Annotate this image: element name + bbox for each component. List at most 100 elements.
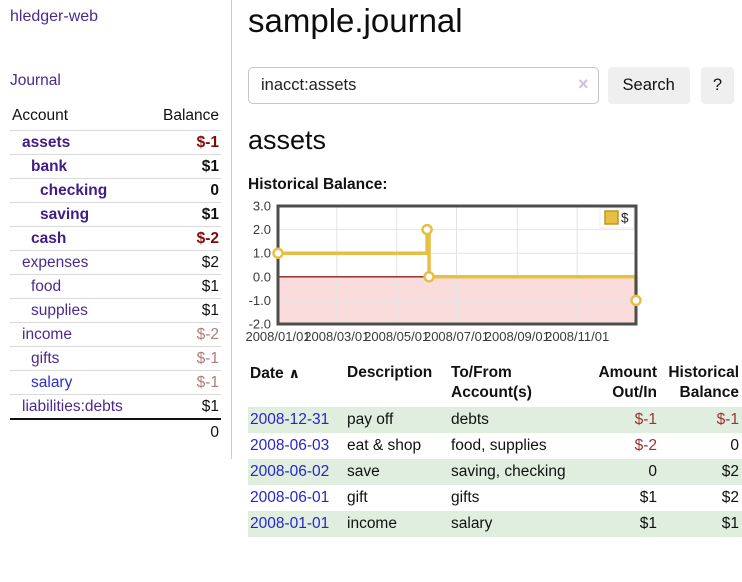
transaction-accounts: salary bbox=[451, 515, 493, 532]
account-row: expenses $2 bbox=[10, 250, 221, 275]
legend-label: $ bbox=[621, 211, 629, 226]
account-link[interactable]: expenses bbox=[22, 254, 89, 271]
clear-search-icon[interactable]: × bbox=[578, 74, 589, 94]
account-balance: $-1 bbox=[148, 346, 221, 371]
transaction-description: gift bbox=[347, 489, 368, 506]
sidebar-item-journal[interactable]: Journal bbox=[10, 72, 61, 89]
sidebar: hledger-web Journal Account Balance asse… bbox=[0, 0, 232, 459]
account-balance: $1 bbox=[148, 298, 221, 323]
transaction-description: eat & shop bbox=[347, 437, 422, 454]
data-point-marker bbox=[421, 223, 433, 236]
account-link[interactable]: gifts bbox=[31, 350, 60, 367]
x-tick-label: 2008/03/01 bbox=[304, 329, 369, 344]
accounts-header-account: Account bbox=[12, 107, 69, 124]
transaction-row: 2008-06-01 gift gifts $1 $2 bbox=[248, 485, 742, 511]
transaction-accounts: gifts bbox=[451, 489, 480, 506]
sort-ascending-icon: ∧ bbox=[288, 365, 300, 381]
transaction-amount: $-1 bbox=[634, 411, 657, 428]
x-tick-label: 2008/11/01 bbox=[545, 329, 609, 344]
account-balance: $1 bbox=[148, 202, 221, 227]
app-layout: hledger-web Journal Account Balance asse… bbox=[0, 0, 742, 537]
data-point-marker bbox=[272, 247, 284, 259]
account-balance: $1 bbox=[148, 274, 221, 299]
data-point-marker bbox=[630, 294, 642, 307]
transaction-description: income bbox=[347, 515, 397, 532]
transaction-amount: 0 bbox=[648, 463, 657, 480]
x-tick-label: 2008/09/01 bbox=[485, 329, 550, 344]
register-header-description: Description bbox=[347, 364, 433, 381]
account-balance: $-2 bbox=[148, 226, 221, 251]
accounts-header-balance: Balance bbox=[162, 107, 219, 124]
account-row: saving $1 bbox=[10, 202, 221, 227]
register-table: Date ∧ Description To/From Account(s) Amo… bbox=[248, 362, 742, 537]
y-tick-label: 3.0 bbox=[253, 199, 271, 214]
account-balance: $1 bbox=[148, 154, 221, 179]
account-heading: assets bbox=[248, 125, 327, 155]
transaction-description: pay off bbox=[347, 411, 394, 428]
x-tick-label: 2008/05/01 bbox=[364, 329, 429, 344]
account-row: supplies $1 bbox=[10, 298, 221, 323]
transaction-row: 2008-01-01 income salary $1 $1 bbox=[248, 511, 742, 537]
brand-link[interactable]: hledger-web bbox=[10, 8, 99, 25]
date-link[interactable]: 2008-12-31 bbox=[250, 411, 330, 428]
x-tick-label: 2008/07/01 bbox=[424, 329, 489, 344]
account-link[interactable]: supplies bbox=[31, 302, 88, 319]
date-link[interactable]: 2008-06-03 bbox=[250, 437, 330, 454]
register-header-date: Date ∧ bbox=[250, 365, 300, 382]
account-balance: $-1 bbox=[148, 130, 221, 155]
accounts-total-value: 0 bbox=[10, 418, 221, 445]
account-link[interactable]: assets bbox=[22, 134, 71, 151]
transaction-description: save bbox=[347, 463, 380, 480]
account-row: cash $-2 bbox=[10, 226, 221, 251]
date-link[interactable]: 2008-06-02 bbox=[250, 463, 330, 480]
accounts-table: Account Balance assets $-1 bank $1 checking 0… bbox=[10, 105, 221, 445]
search-input[interactable] bbox=[248, 67, 599, 104]
accounts-total-row: 0 bbox=[10, 418, 221, 445]
main-content: sample.journal × Search ? assets Histori… bbox=[232, 0, 742, 537]
account-balance: $-1 bbox=[148, 370, 221, 395]
y-tick-label: 2.0 bbox=[253, 222, 271, 237]
transaction-row: 2008-06-02 save saving, checking 0 $2 bbox=[248, 459, 742, 485]
account-link[interactable]: salary bbox=[31, 374, 73, 391]
chart-title: Historical Balance: bbox=[248, 176, 388, 193]
transaction-balance: 0 bbox=[730, 437, 739, 454]
search-form: × Search ? bbox=[248, 67, 734, 104]
y-tick-label: -2.0 bbox=[249, 317, 271, 332]
x-tick-label: 2008/01/01 bbox=[245, 329, 310, 344]
date-link[interactable]: 2008-01-01 bbox=[250, 515, 330, 532]
historical-balance-chart: 3.0 2.0 1.0 0.0 -1.0 -2.0 2008/01/01 2008/03/01… bbox=[245, 199, 734, 346]
account-row: gifts $-1 bbox=[10, 346, 221, 371]
account-row: bank $1 bbox=[10, 154, 221, 179]
transaction-balance: $-1 bbox=[716, 411, 739, 428]
account-link[interactable]: liabilities:debts bbox=[22, 398, 123, 415]
transaction-row: 2008-06-03 eat & shop food, supplies $-2 0 bbox=[248, 433, 742, 459]
register-header-accounts: To/From Account(s) bbox=[451, 364, 532, 401]
search-button[interactable]: Search bbox=[607, 67, 690, 104]
account-link[interactable]: income bbox=[22, 326, 72, 343]
account-link[interactable]: saving bbox=[40, 206, 90, 223]
account-row: assets $-1 bbox=[10, 130, 221, 155]
account-link[interactable]: bank bbox=[31, 158, 68, 175]
account-link[interactable]: cash bbox=[31, 230, 67, 247]
account-link[interactable]: food bbox=[31, 278, 62, 295]
transaction-amount: $1 bbox=[639, 515, 657, 532]
transaction-accounts: saving, checking bbox=[451, 463, 566, 480]
date-link[interactable]: 2008-06-01 bbox=[250, 489, 330, 506]
register-header-balance: Historical Balance bbox=[668, 364, 739, 401]
account-link[interactable]: checking bbox=[40, 182, 108, 199]
help-button[interactable]: ? bbox=[700, 67, 734, 104]
account-balance: 0 bbox=[148, 178, 221, 203]
transaction-balance: $1 bbox=[721, 515, 739, 532]
transaction-balance: $2 bbox=[721, 463, 739, 480]
page-title: sample.journal bbox=[248, 2, 463, 39]
account-row: food $1 bbox=[10, 274, 221, 299]
y-tick-label: 0.0 bbox=[253, 269, 271, 284]
account-balance: $-2 bbox=[148, 322, 221, 347]
transaction-accounts: debts bbox=[451, 411, 489, 428]
register-header-amount: Amount Out/In bbox=[598, 364, 657, 401]
account-row: income $-2 bbox=[10, 322, 221, 347]
y-tick-label: -1.0 bbox=[249, 293, 271, 308]
y-tick-label: 1.0 bbox=[253, 246, 271, 261]
transaction-amount: $1 bbox=[639, 489, 657, 506]
data-point-marker bbox=[423, 271, 435, 283]
